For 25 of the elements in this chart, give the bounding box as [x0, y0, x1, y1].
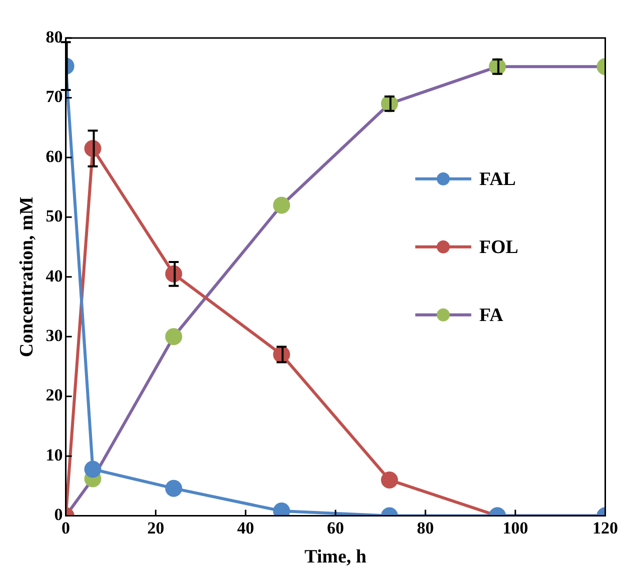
point — [165, 480, 182, 497]
y-tick-label: 50 — [46, 206, 63, 226]
legend-label: FOL — [479, 236, 518, 258]
y-tick-label: 30 — [46, 326, 63, 346]
y-tick-label: 0 — [54, 505, 63, 524]
y-tick-label: 20 — [46, 386, 63, 405]
y-tick-label: 60 — [46, 146, 63, 166]
point — [380, 471, 398, 488]
legend-label: FAL — [479, 168, 516, 190]
y-tick-label: 70 — [46, 87, 63, 106]
x-tick-label: 120 — [592, 518, 618, 538]
point — [273, 196, 290, 214]
x-tick-label: 60 — [327, 518, 344, 538]
x-tick-label: 80 — [416, 518, 434, 538]
x-axis-title: Time, h — [304, 546, 367, 568]
y-tick-label: 10 — [46, 445, 63, 464]
y-tick-label: 40 — [46, 266, 63, 286]
legend-label: FA — [479, 304, 504, 326]
x-tick-label: 40 — [237, 518, 254, 538]
x-tick-label: 100 — [502, 518, 528, 538]
y-axis-title: Concentration, mM — [16, 196, 38, 358]
point — [165, 328, 182, 346]
point — [84, 460, 102, 478]
y-tick-label: 80 — [46, 27, 63, 46]
x-tick-label: 20 — [147, 518, 164, 538]
